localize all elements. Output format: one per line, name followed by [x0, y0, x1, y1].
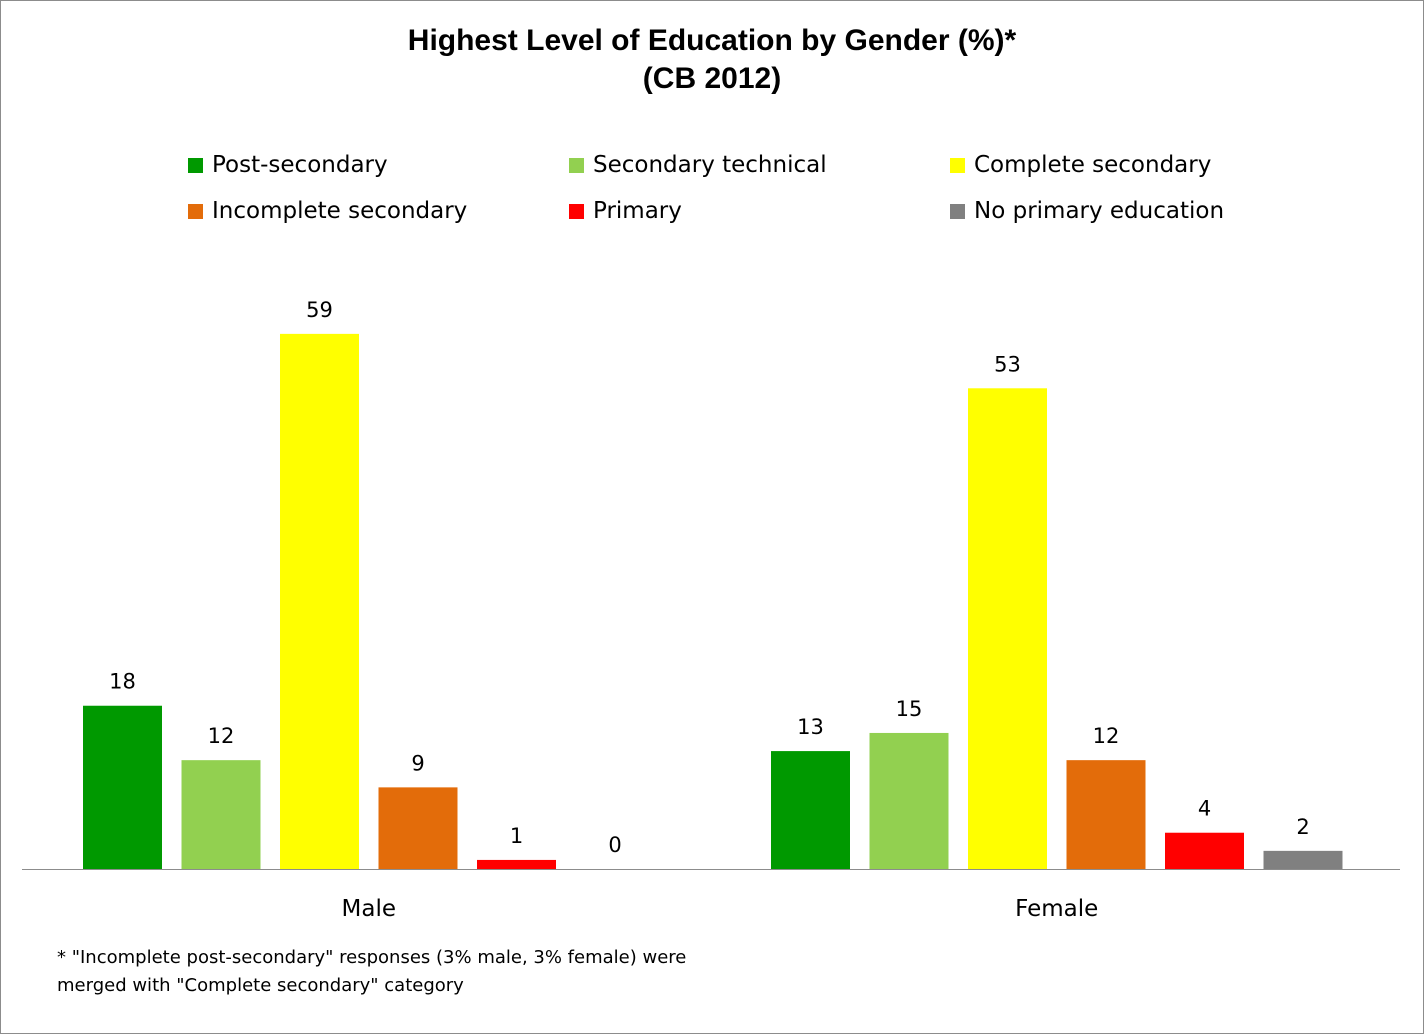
legend-swatch — [569, 203, 584, 219]
chart-title-line2: (CB 2012) — [642, 62, 782, 95]
bar-male-primary — [477, 859, 556, 869]
legend-swatch — [569, 157, 584, 173]
legend-item-primary: Primary — [569, 198, 682, 224]
data-label: 4 — [1198, 797, 1211, 821]
x-tick-label: Male — [342, 896, 396, 922]
data-label: 15 — [896, 697, 923, 721]
bar-female-complete-secondary — [968, 388, 1047, 869]
data-label: 12 — [208, 724, 235, 748]
bar-female-primary — [1165, 832, 1244, 869]
legend-swatch — [950, 157, 965, 173]
data-label: 2 — [1296, 815, 1309, 839]
data-label: 1 — [510, 824, 523, 848]
x-tick-label: Female — [1015, 896, 1098, 922]
bar-male-post-secondary — [83, 705, 162, 869]
legend-label: Incomplete secondary — [212, 198, 468, 224]
legend-item-post-secondary: Post-secondary — [188, 152, 388, 178]
data-label: 12 — [1093, 724, 1120, 748]
data-label: 13 — [797, 715, 824, 739]
legend-item-no-primary-education: No primary education — [950, 198, 1224, 224]
bar-female-no-primary-education — [1263, 850, 1343, 869]
legend-item-complete-secondary: Complete secondary — [950, 152, 1211, 178]
legend-label: No primary education — [974, 198, 1225, 224]
bar-male-incomplete-secondary — [378, 787, 458, 869]
bar-male-secondary-technical — [181, 760, 261, 869]
bar-male-complete-secondary — [280, 333, 359, 869]
data-label: 18 — [109, 670, 136, 694]
footnote: * "Incomplete post-secondary" responses … — [57, 944, 686, 1000]
legend-label: Complete secondary — [974, 152, 1212, 178]
bar-female-secondary-technical — [869, 732, 949, 869]
legend-item-incomplete-secondary: Incomplete secondary — [188, 198, 467, 224]
data-label: 9 — [411, 751, 424, 775]
bar-female-post-secondary — [771, 751, 850, 869]
legend-label: Secondary technical — [593, 152, 827, 178]
data-label: 59 — [306, 298, 333, 322]
chart-title: Highest Level of Education by Gender (%)… — [0, 22, 1424, 98]
legend-label: Post-secondary — [212, 152, 388, 178]
legend-swatch — [188, 157, 203, 173]
data-label: 53 — [994, 352, 1021, 376]
legend-swatch — [950, 203, 965, 219]
footnote-line2: merged with "Complete secondary" categor… — [57, 975, 464, 996]
data-label: 0 — [608, 833, 621, 857]
bar-female-incomplete-secondary — [1066, 760, 1146, 869]
footnote-line1: * "Incomplete post-secondary" responses … — [57, 947, 687, 968]
legend-swatch — [188, 203, 203, 219]
legend-label: Primary — [593, 198, 682, 224]
chart-title-line1: Highest Level of Education by Gender (%)… — [407, 24, 1017, 57]
legend-item-secondary-technical: Secondary technical — [569, 152, 827, 178]
